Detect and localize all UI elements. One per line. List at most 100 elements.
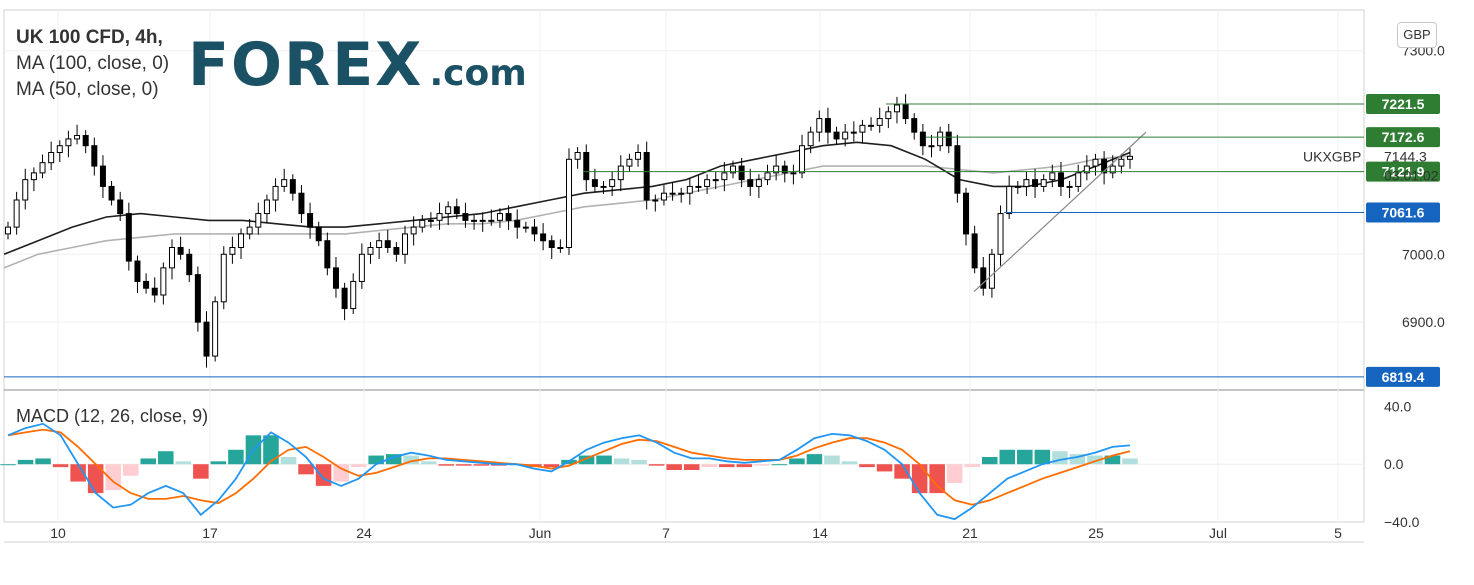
candle-body <box>963 192 970 235</box>
candle-body <box>5 226 11 235</box>
price-level-value: 6819.4 <box>1382 369 1425 385</box>
macd-histogram-bar <box>210 461 227 465</box>
macd-histogram-bar <box>736 464 753 468</box>
x-tick-label: Jul <box>1209 525 1227 541</box>
macd-histogram-bar <box>175 461 192 465</box>
candle-body <box>868 124 875 127</box>
macd-y-tick-label: 40.0 <box>1384 398 1411 414</box>
candle-body <box>583 152 590 181</box>
candle-body <box>220 253 227 303</box>
candle-body <box>445 206 452 215</box>
macd-histogram-bar <box>981 457 998 465</box>
candle-body <box>48 152 55 164</box>
macd-histogram-bar <box>1069 454 1086 465</box>
trendline <box>973 131 1147 293</box>
macd-histogram-bar <box>859 464 875 468</box>
x-tick-label: Jun <box>529 525 552 541</box>
candle-body <box>678 192 685 195</box>
macd-histogram-bar <box>403 455 419 465</box>
candle-body <box>764 172 771 181</box>
candle-body <box>738 165 745 181</box>
macd-line <box>7 422 1131 521</box>
candle-body <box>384 240 391 248</box>
ma100-legend: MA (100, close, 0) <box>16 53 170 74</box>
macd-histogram-bar <box>911 464 928 494</box>
candle-body <box>919 131 926 147</box>
macd-y-tick-label: 0.0 <box>1384 456 1404 472</box>
candle-body <box>643 152 650 201</box>
candle-body <box>729 165 736 174</box>
price-level-tag <box>1366 161 1440 182</box>
candle-body <box>859 124 866 133</box>
candle-body <box>566 158 572 249</box>
macd-histogram-bar <box>298 464 314 475</box>
candle-body <box>1040 179 1047 187</box>
macd-histogram-bar <box>70 464 86 482</box>
candle-body <box>263 199 270 215</box>
candle-body <box>816 118 823 133</box>
macd-histogram-bar <box>193 464 209 479</box>
candle-body <box>704 179 711 187</box>
candle-body <box>246 226 253 235</box>
candle-body <box>988 253 995 289</box>
x-tick-label: 10 <box>50 525 66 541</box>
candle-body <box>1014 185 1021 188</box>
candle-body <box>971 233 978 269</box>
macd-histogram-bar <box>385 454 402 465</box>
candle-body <box>427 219 434 222</box>
candle-body <box>600 185 607 188</box>
logo-main-text: FOREX <box>188 30 424 100</box>
macd-histogram-bar <box>368 455 384 465</box>
macd-histogram-bar <box>1034 449 1051 465</box>
candle-body <box>1032 179 1039 187</box>
candle-body <box>1109 165 1116 174</box>
macd-histogram-bar <box>1017 449 1033 465</box>
macd-histogram-bar <box>824 455 840 465</box>
candle-body <box>617 165 624 181</box>
candle-body <box>876 118 883 126</box>
bar-countdown: 03:01:02 <box>1384 167 1439 183</box>
macd-histogram-bar <box>648 464 665 466</box>
macd-histogram-bar <box>876 464 893 472</box>
macd-histogram-bar <box>228 449 244 465</box>
candle-body <box>160 267 167 296</box>
candle-body <box>315 226 322 242</box>
candle-body <box>531 226 538 235</box>
macd-histogram-bar <box>841 461 858 465</box>
candle-body <box>937 131 944 147</box>
x-tick-label: 5 <box>1334 525 1342 541</box>
candle-body <box>514 219 521 228</box>
candle-body <box>505 213 512 221</box>
macd-histogram-bar <box>17 459 34 465</box>
macd-histogram-bar <box>0 464 16 466</box>
candle-body <box>1057 172 1064 187</box>
candle-body <box>1118 158 1125 167</box>
candle-body <box>143 280 150 289</box>
macd-histogram-bar <box>420 461 437 465</box>
macd-histogram-bar <box>894 464 910 479</box>
candle-body <box>652 199 659 202</box>
candle-body <box>893 104 900 113</box>
candle-body <box>1066 185 1073 188</box>
candle-body <box>453 206 460 215</box>
candle-body <box>635 152 642 160</box>
price-level-value: 7121.9 <box>1382 164 1425 180</box>
candle-body <box>488 219 495 222</box>
macd-histogram-bar <box>473 464 490 466</box>
ma50-legend: MA (50, close, 0) <box>16 79 159 100</box>
macd-histogram-bar <box>806 454 823 465</box>
candle-body <box>13 199 20 228</box>
macd-histogram-bar <box>158 451 174 465</box>
candle-body <box>1075 172 1082 187</box>
candle-body <box>74 135 81 140</box>
macd-title: MACD (12, 26, close, 9) <box>16 406 209 426</box>
candle-body <box>212 301 219 357</box>
macd-signal-line <box>7 428 1131 506</box>
macd-histogram-bar <box>315 464 332 486</box>
currency-button[interactable]: GBP <box>1397 22 1437 48</box>
candle-body <box>125 213 132 262</box>
candle-body <box>911 118 918 133</box>
x-tick-label: 24 <box>356 525 372 541</box>
price-level-tag <box>1366 202 1440 223</box>
